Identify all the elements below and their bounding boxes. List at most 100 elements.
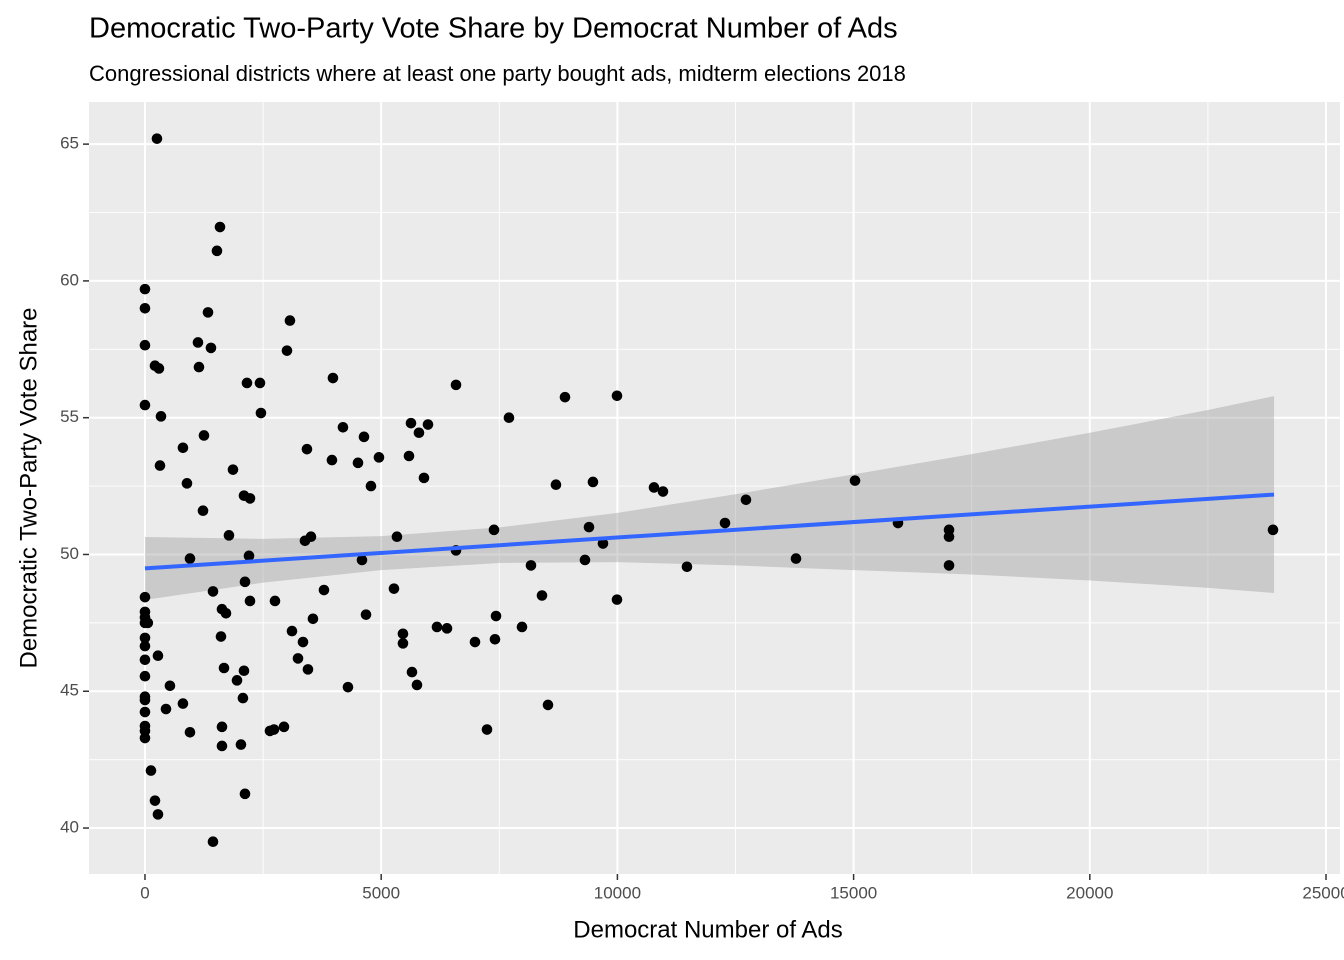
point xyxy=(318,584,330,596)
point xyxy=(365,480,377,492)
x-tick-label: 15000 xyxy=(830,883,877,902)
point xyxy=(239,788,251,800)
point xyxy=(235,739,247,750)
point xyxy=(197,505,209,517)
point xyxy=(149,795,161,806)
point xyxy=(301,443,313,455)
point xyxy=(160,703,172,715)
point xyxy=(207,836,219,848)
point xyxy=(215,631,227,642)
point xyxy=(391,531,403,542)
point xyxy=(943,531,955,542)
point xyxy=(431,621,443,633)
point xyxy=(469,636,481,648)
point xyxy=(542,699,554,711)
point xyxy=(218,662,230,674)
point xyxy=(413,427,425,439)
axes: 0 5000 10000 15000 20000 25000 40 45 50 55 60 65 xyxy=(60,134,1344,903)
point xyxy=(152,809,164,820)
point xyxy=(305,531,317,542)
point xyxy=(139,632,151,644)
x-tick-label: 10000 xyxy=(594,883,641,902)
point xyxy=(164,680,176,692)
point xyxy=(281,345,293,356)
point xyxy=(356,554,368,566)
point xyxy=(1267,524,1279,536)
point xyxy=(405,417,417,429)
point xyxy=(231,675,243,686)
point xyxy=(360,609,372,620)
point xyxy=(292,653,304,664)
point xyxy=(211,245,223,257)
point xyxy=(198,430,210,441)
point xyxy=(337,421,349,433)
point xyxy=(255,407,267,419)
point xyxy=(490,610,502,622)
point xyxy=(139,706,151,718)
point xyxy=(184,726,196,738)
point xyxy=(406,666,418,678)
point xyxy=(264,725,276,737)
point xyxy=(307,613,319,625)
point xyxy=(139,732,151,744)
x-tick-label: 0 xyxy=(140,883,149,902)
point xyxy=(139,339,151,351)
point xyxy=(373,452,385,463)
point xyxy=(403,450,415,462)
point xyxy=(352,457,364,469)
point xyxy=(139,654,151,666)
point xyxy=(139,283,151,295)
point xyxy=(503,412,515,423)
marks xyxy=(139,133,1279,848)
x-tick-label: 20000 xyxy=(1066,883,1113,902)
point xyxy=(207,586,219,597)
point xyxy=(559,391,571,403)
point xyxy=(181,478,193,489)
chart-subtitle: Congressional districts where at least o… xyxy=(89,61,906,86)
point xyxy=(418,472,430,484)
point xyxy=(550,479,562,491)
panel xyxy=(89,102,1340,874)
point xyxy=(411,679,423,691)
point xyxy=(139,670,151,682)
point xyxy=(611,390,623,402)
point xyxy=(740,494,752,506)
point xyxy=(536,590,548,601)
point xyxy=(214,221,226,233)
grid xyxy=(89,102,1340,874)
point xyxy=(243,550,255,562)
point xyxy=(342,681,354,693)
point xyxy=(216,721,228,733)
point xyxy=(139,302,151,314)
point xyxy=(583,521,595,533)
point xyxy=(388,583,400,594)
point xyxy=(422,419,434,430)
point xyxy=(142,617,154,629)
point xyxy=(278,721,290,733)
point xyxy=(244,493,256,504)
point xyxy=(648,482,660,493)
point xyxy=(139,694,151,706)
point xyxy=(302,664,314,675)
point xyxy=(284,315,296,326)
y-tick-label: 45 xyxy=(60,681,79,700)
point xyxy=(297,636,309,648)
point xyxy=(151,133,163,144)
point xyxy=(587,476,599,488)
y-tick-label: 40 xyxy=(60,818,79,837)
point xyxy=(184,553,196,564)
point xyxy=(516,621,528,633)
point xyxy=(525,560,537,571)
point xyxy=(327,372,339,384)
point xyxy=(139,591,151,603)
point xyxy=(481,724,493,735)
point xyxy=(239,576,251,588)
point xyxy=(358,431,370,443)
point xyxy=(202,307,214,318)
point xyxy=(597,538,609,549)
fit-line xyxy=(144,492,1275,571)
point xyxy=(657,486,669,497)
point xyxy=(269,595,281,607)
point xyxy=(139,399,151,411)
